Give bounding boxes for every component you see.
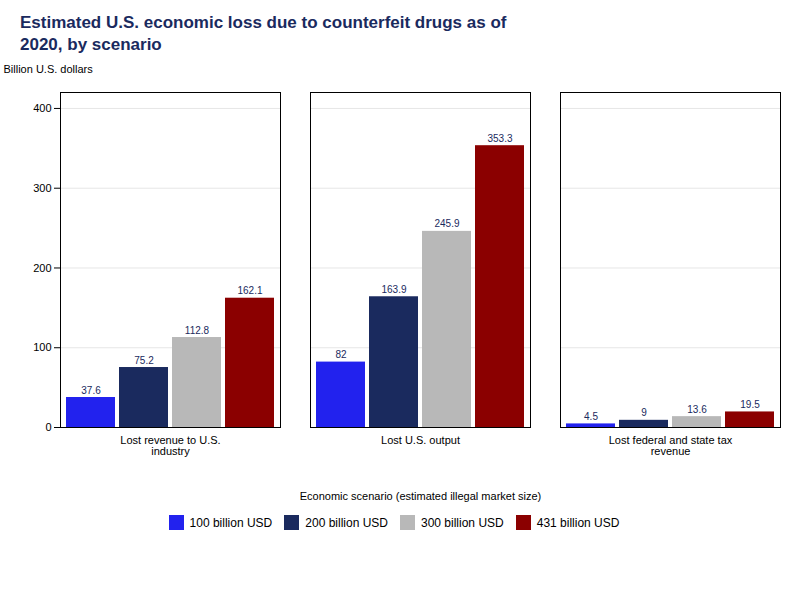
svg-text:4.5: 4.5 — [584, 411, 598, 422]
svg-text:Economic scenario (estimated i: Economic scenario (estimated illegal mar… — [300, 490, 541, 502]
svg-text:400: 400 — [33, 102, 51, 114]
svg-text:Lost revenue to U.S.industry: Lost revenue to U.S.industry — [120, 434, 220, 457]
svg-text:100: 100 — [33, 341, 51, 353]
svg-text:Lost U.S. output: Lost U.S. output — [381, 434, 460, 446]
svg-text:353.3: 353.3 — [487, 133, 512, 144]
svg-text:Billion U.S. dollars: Billion U.S. dollars — [4, 63, 94, 75]
svg-text:Lost federal and state taxreve: Lost federal and state taxrevenue — [609, 434, 733, 457]
svg-text:13.6: 13.6 — [687, 404, 707, 415]
html-text:431 billion USD: 431 billion USD — [536, 515, 620, 530]
svg-text:0: 0 — [45, 421, 51, 433]
svg-text:82: 82 — [335, 349, 347, 360]
svg-text:37.6: 37.6 — [81, 385, 101, 396]
svg-text:75.2: 75.2 — [134, 355, 154, 366]
svg-text:112.8: 112.8 — [185, 325, 210, 336]
svg-text:163.9: 163.9 — [381, 284, 406, 295]
html-text:Estimated U.S. economic loss d: Estimated U.S. economic loss due to coun… — [20, 13, 507, 55]
svg-text:9: 9 — [641, 408, 647, 419]
html-text:200 billion USD: 200 billion USD — [305, 515, 388, 530]
svg-text:19.5: 19.5 — [740, 399, 760, 410]
svg-text:300: 300 — [33, 182, 51, 194]
html-text:300 billion USD: 300 billion USD — [421, 515, 504, 530]
html-text:100 billion USD: 100 billion USD — [189, 515, 273, 530]
svg-text:245.9: 245.9 — [434, 219, 459, 230]
svg-text:162.1: 162.1 — [237, 285, 262, 296]
svg-text:200: 200 — [33, 262, 51, 274]
